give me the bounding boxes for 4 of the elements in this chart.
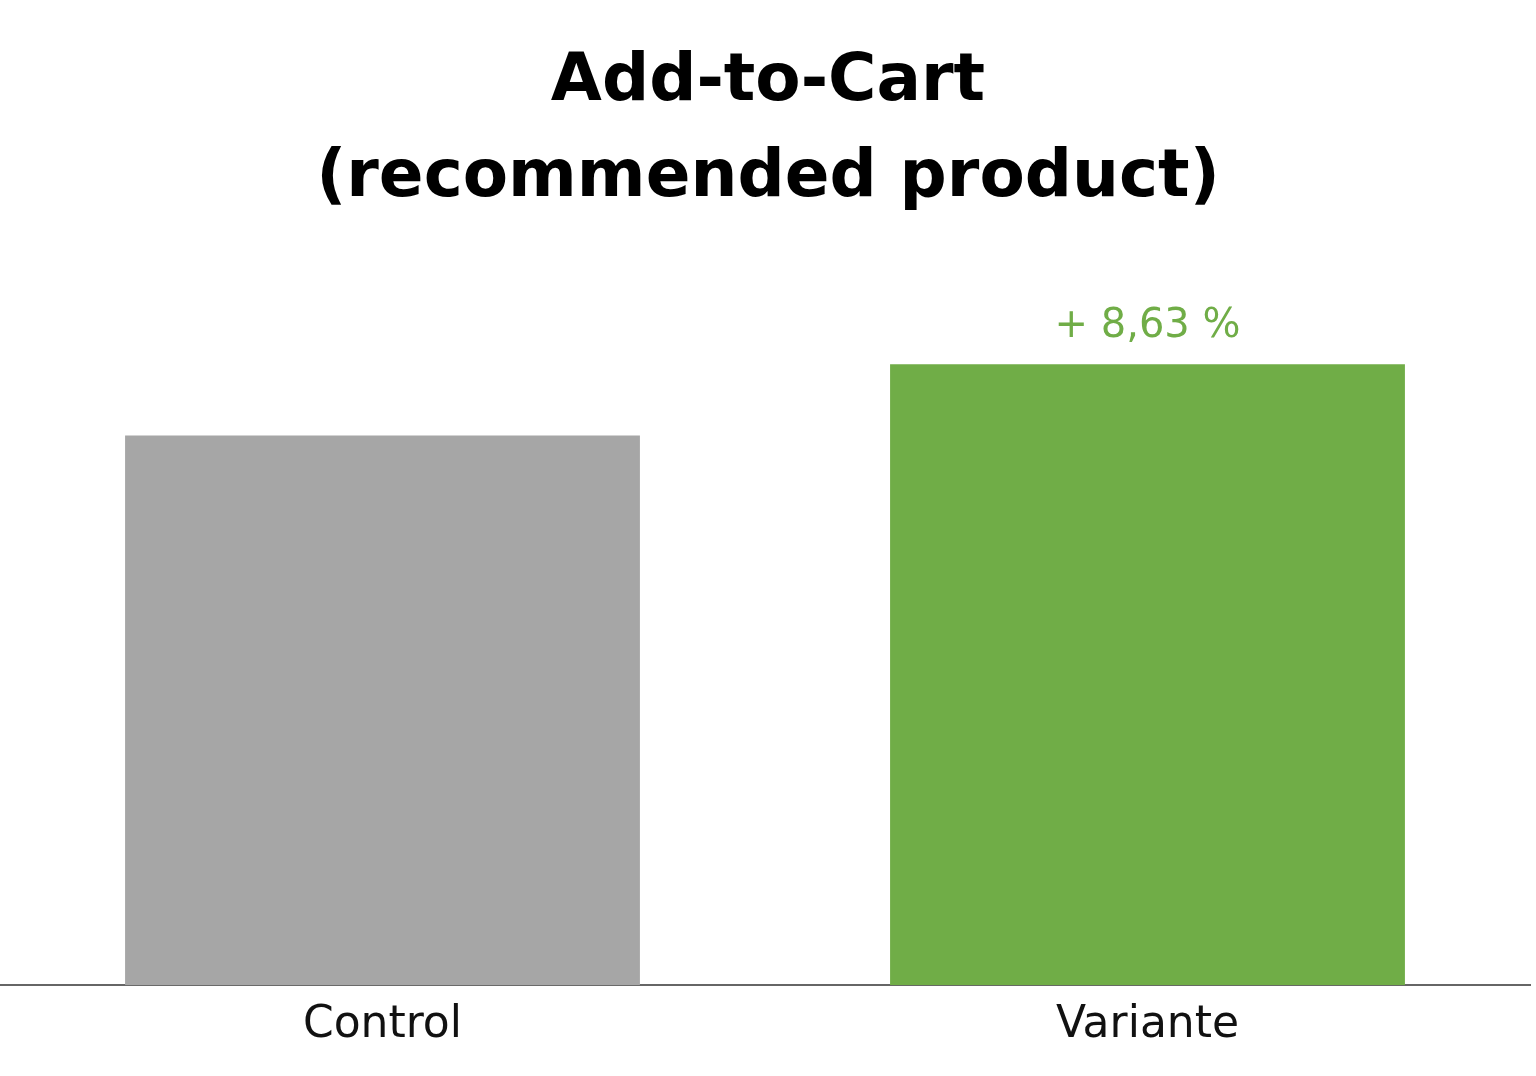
annotation: + 8,63 % — [1054, 299, 1241, 346]
x-tick-label: Control — [302, 996, 463, 1048]
chart-title: Add-to-Cart (recommended product) — [315, 38, 1221, 214]
x-tick-label: Variante — [1055, 996, 1240, 1048]
